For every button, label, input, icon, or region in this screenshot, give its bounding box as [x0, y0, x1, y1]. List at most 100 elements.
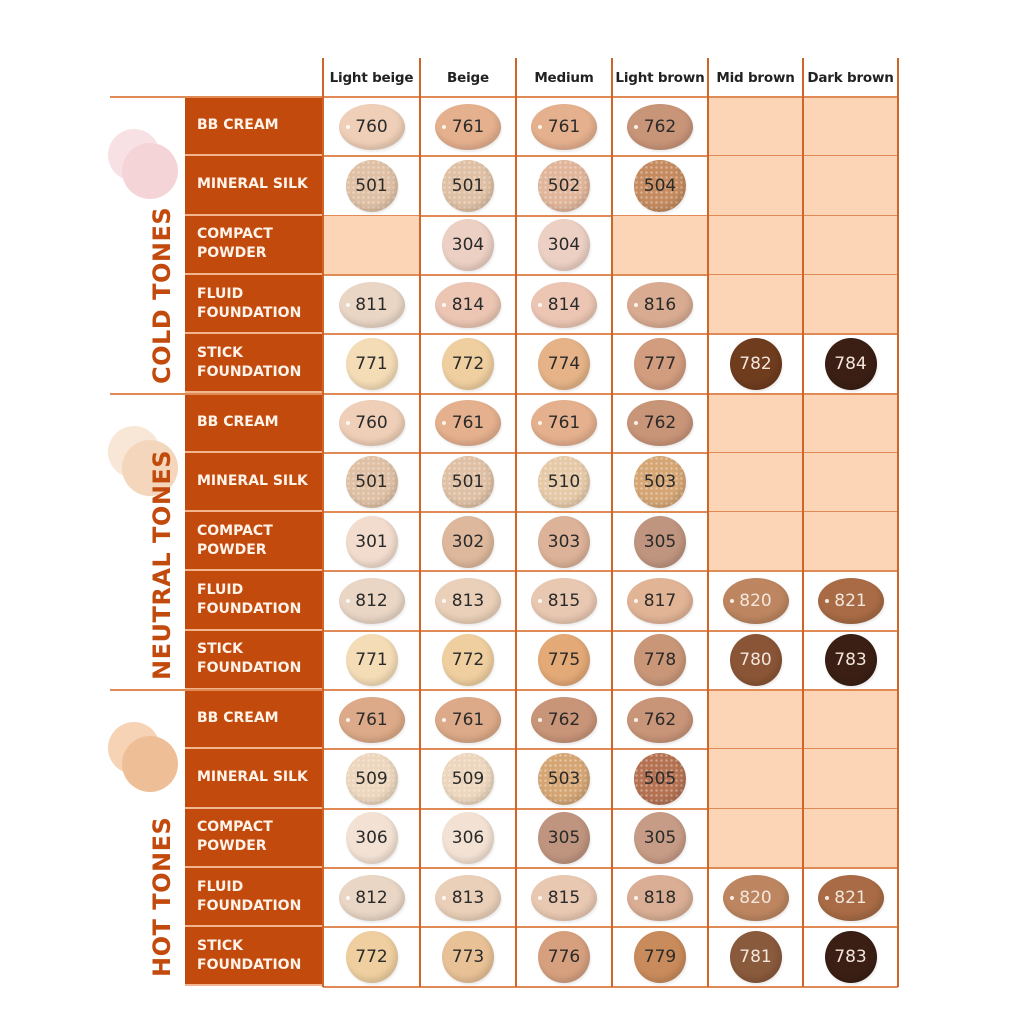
shade-swatch: 304	[442, 219, 494, 272]
shade-cell: 762	[612, 97, 708, 156]
shade-cell: 820	[708, 868, 803, 927]
shade-swatch: 815	[531, 874, 597, 921]
shade-cell: 501	[323, 453, 420, 512]
tone-group-title: COLD TONES	[148, 206, 176, 384]
group-divider	[110, 96, 898, 98]
shade-swatch: 782	[729, 337, 782, 390]
shade-cell: 780	[708, 631, 803, 690]
shade-cell: 501	[420, 156, 516, 215]
shade-cell: 783	[803, 631, 898, 690]
shade-swatch: 501	[345, 159, 398, 212]
shade-swatch: 502	[538, 159, 590, 212]
shade-cell: 305	[612, 809, 708, 868]
product-label-line: BB CREAM	[197, 117, 279, 134]
shade-cell: 783	[803, 927, 898, 986]
shade-swatch: 760	[338, 400, 405, 447]
shade-cell: 509	[420, 749, 516, 808]
shade-swatch: 817	[627, 578, 693, 625]
row-divider	[323, 985, 898, 988]
column-header: Medium	[534, 70, 594, 86]
shade-swatch: 762	[627, 696, 693, 743]
shade-cell: 509	[323, 749, 420, 808]
shade-cell: 821	[803, 868, 898, 927]
shade-cell: 761	[323, 690, 420, 749]
column-header: Mid brown	[716, 70, 795, 86]
column-divider	[897, 58, 899, 987]
shade-cell: 760	[323, 394, 420, 453]
shade-cell: 815	[516, 571, 612, 630]
product-label: COMPACT POWDER	[185, 808, 323, 868]
shade-cell: 817	[612, 571, 708, 630]
shade-swatch: 816	[627, 281, 693, 328]
shade-swatch: 783	[824, 930, 877, 983]
column-divider	[419, 58, 421, 987]
shade-swatch: 771	[345, 337, 398, 390]
row-divider	[323, 807, 898, 810]
shade-swatch: 771	[345, 634, 398, 687]
shade-swatch: 815	[531, 578, 597, 625]
shade-cell: 776	[516, 927, 612, 986]
shade-swatch: 774	[538, 337, 590, 390]
shade-swatch: 820	[722, 578, 789, 625]
shade-swatch: 503	[538, 752, 590, 805]
row-divider	[323, 333, 898, 336]
shade-swatch: 510	[538, 456, 590, 509]
shade-cell: 814	[516, 275, 612, 334]
shade-cell: 775	[516, 631, 612, 690]
shade-swatch: 761	[531, 400, 597, 447]
shade-cell: 782	[708, 334, 803, 393]
shade-cell: 306	[420, 809, 516, 868]
product-label-line: MINERAL SILK	[197, 769, 308, 786]
column-divider	[707, 58, 709, 987]
empty-cell	[803, 690, 898, 750]
product-label-line: MINERAL SILK	[197, 176, 308, 193]
shade-cell: 771	[323, 334, 420, 393]
product-label-line: FLUID	[197, 878, 244, 895]
empty-cell	[803, 393, 898, 453]
product-label-line: STICK	[197, 344, 243, 361]
shade-cell: 762	[612, 394, 708, 453]
shade-cell: 772	[420, 631, 516, 690]
shade-cell: 784	[803, 334, 898, 393]
empty-cell	[708, 215, 803, 275]
product-label-line: COMPACT	[197, 226, 273, 243]
shade-cell: 812	[323, 868, 420, 927]
shade-swatch: 762	[531, 696, 597, 743]
shade-cell: 812	[323, 571, 420, 630]
shade-swatch: 781	[729, 930, 782, 983]
shade-swatch: 762	[627, 400, 693, 447]
shade-cell: 305	[516, 809, 612, 868]
tone-swatch-dot	[122, 439, 178, 496]
shade-swatch: 509	[345, 752, 398, 805]
row-divider	[323, 866, 898, 869]
shade-cell: 820	[708, 571, 803, 630]
shade-cell: 501	[420, 453, 516, 512]
shade-cell: 815	[516, 868, 612, 927]
tone-swatch-dot	[122, 736, 178, 792]
product-label-line: FOUNDATION	[197, 601, 302, 618]
product-label: FLUID FOUNDATION	[185, 867, 323, 928]
empty-cell	[708, 452, 803, 513]
shade-cell: 781	[708, 927, 803, 986]
shade-swatch: 772	[442, 634, 494, 687]
column-divider	[515, 58, 517, 987]
column-header: Beige	[447, 70, 489, 86]
shade-swatch: 812	[338, 578, 405, 625]
row-divider	[323, 273, 898, 276]
product-label-line: MINERAL SILK	[197, 472, 308, 489]
shade-cell: 501	[323, 156, 420, 215]
shade-swatch: 301	[345, 515, 398, 568]
shade-swatch: 306	[345, 812, 398, 865]
product-label-line: BB CREAM	[197, 710, 279, 727]
shade-swatch: 821	[817, 578, 884, 625]
shade-cell: 502	[516, 156, 612, 215]
row-divider	[323, 155, 898, 158]
shade-cell: 813	[420, 571, 516, 630]
shade-cell: 306	[323, 809, 420, 868]
product-label-line: FLUID	[197, 582, 244, 599]
shade-swatch: 813	[435, 874, 501, 921]
shade-cell: 304	[420, 216, 516, 275]
product-label: MINERAL SILK	[185, 452, 323, 513]
shade-cell: 505	[612, 749, 708, 808]
